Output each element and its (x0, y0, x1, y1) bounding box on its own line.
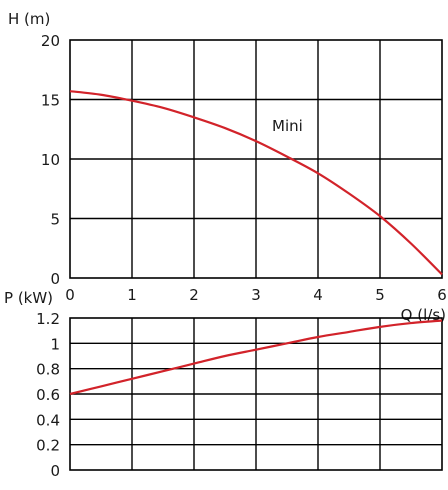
x-tick-label: 5 (375, 286, 385, 304)
y-tick-label: 0 (50, 270, 60, 288)
y-tick-label: 20 (41, 32, 60, 50)
power-curve-plot: 0 0.2 0.4 0.6 0.8 1 1.2 P (kW) (4, 289, 443, 480)
series-line (69, 319, 443, 396)
y-tick-label: 15 (41, 92, 60, 110)
y-tick-label: 0.6 (36, 386, 60, 404)
series-label: Mini (272, 117, 303, 135)
grid-lines (70, 318, 442, 470)
y-tick-label: 0.8 (36, 361, 60, 379)
x-tick-label: 3 (251, 286, 261, 304)
x-tick-label: 1 (127, 286, 137, 304)
series-line (69, 90, 443, 276)
x-tick-label: 2 (189, 286, 199, 304)
y-tick-label: 10 (41, 151, 60, 169)
y-tick-label: 0.2 (36, 437, 60, 455)
y-tick-label: 5 (50, 211, 60, 229)
grid-lines (70, 40, 442, 278)
x-tick-label: 6 (437, 286, 447, 304)
y-tick-label: 1 (50, 335, 60, 353)
y-tick-label: 0.4 (36, 411, 60, 429)
y-axis-label: P (kW) (4, 289, 53, 307)
x-axis-label: Q (l/s) (401, 306, 446, 324)
x-tick-label: 0 (65, 286, 75, 304)
y-tick-label: 0 (50, 462, 60, 480)
head-curve-plot: 0 5 10 15 20 0 1 2 3 4 5 6 H (m) Q (l/s) Mini (8, 10, 447, 324)
x-tick-label: 4 (313, 286, 323, 304)
y-tick-label: 1.2 (36, 310, 60, 328)
y-axis-label: H (m) (8, 10, 50, 28)
plot-frame (69, 39, 443, 279)
